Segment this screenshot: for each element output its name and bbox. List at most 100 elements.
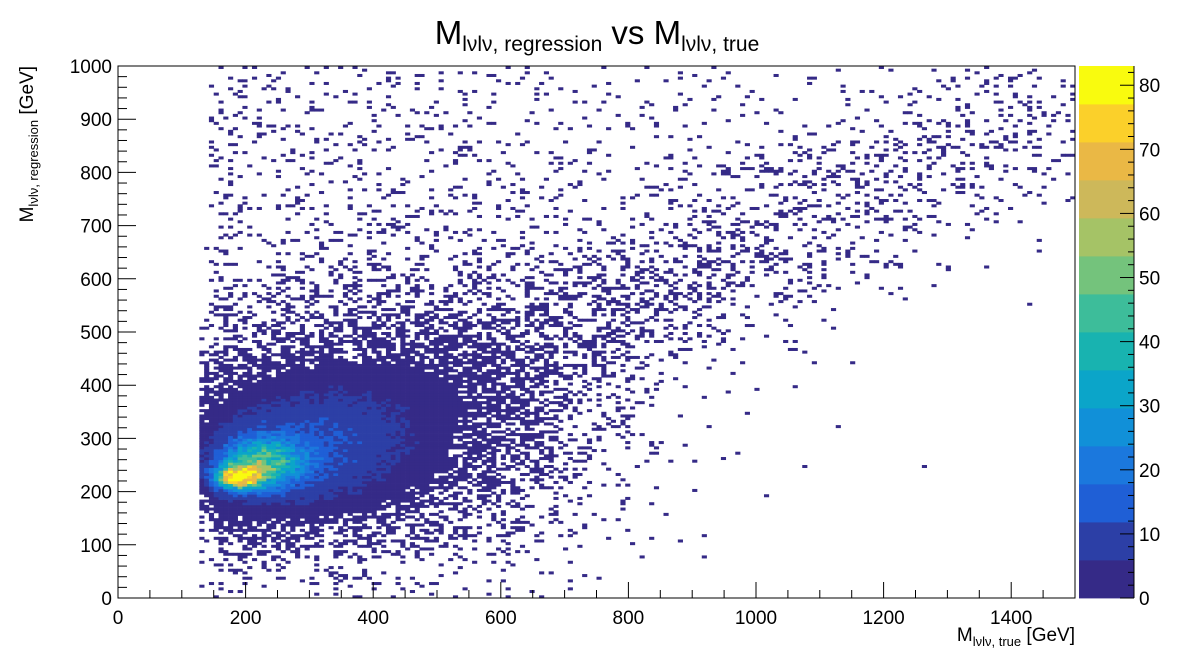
heatmap-bin	[290, 148, 296, 152]
heatmap-bin	[237, 366, 243, 370]
heatmap-bin	[419, 342, 425, 346]
heatmap-bin	[242, 427, 248, 431]
heatmap-bin	[400, 406, 406, 410]
heatmap-bin	[395, 486, 401, 490]
heatmap-bin	[218, 225, 224, 229]
heatmap-bin	[381, 494, 387, 498]
heatmap-bin	[242, 79, 248, 83]
heatmap-bin	[366, 539, 372, 543]
heatmap-bin	[204, 371, 210, 375]
heatmap-bin	[424, 329, 430, 333]
heatmap-bin	[223, 262, 229, 266]
heatmap-bin	[462, 284, 468, 288]
heatmap-bin	[443, 446, 449, 450]
heatmap-bin	[443, 302, 449, 306]
heatmap-bin	[271, 124, 277, 128]
heatmap-bin	[261, 563, 267, 567]
heatmap-bin	[309, 494, 315, 498]
heatmap-bin	[381, 377, 387, 381]
heatmap-bin	[204, 433, 210, 437]
heatmap-bin	[443, 316, 449, 320]
heatmap-bin	[242, 443, 248, 447]
heatmap-bin	[443, 385, 449, 389]
heatmap-bin	[323, 403, 329, 407]
heatmap-bin	[309, 289, 315, 293]
heatmap-bin	[275, 260, 282, 264]
heatmap-bin	[414, 435, 420, 439]
heatmap-bin	[366, 496, 372, 500]
heatmap-bin	[443, 465, 449, 469]
heatmap-bin	[280, 486, 286, 490]
heatmap-bin	[414, 462, 420, 466]
heatmap-bin	[342, 358, 349, 362]
heatmap-bin	[419, 494, 425, 498]
heatmap-bin	[309, 377, 315, 381]
heatmap-bin	[438, 419, 444, 423]
heatmap-bin	[414, 321, 420, 325]
heatmap-bin	[266, 438, 272, 442]
heatmap-bin	[199, 486, 205, 490]
heatmap-bin	[371, 470, 377, 474]
heatmap-bin	[381, 387, 387, 391]
heatmap-bin	[285, 345, 291, 349]
heatmap-bin	[223, 441, 229, 445]
heatmap-bin	[228, 459, 234, 463]
heatmap-bin	[266, 494, 272, 498]
heatmap-bin	[223, 321, 229, 325]
heatmap-bin	[452, 494, 459, 498]
heatmap-bin	[366, 326, 372, 330]
heatmap-bin	[357, 379, 363, 383]
heatmap-bin	[232, 347, 238, 351]
heatmap-bin	[213, 121, 219, 125]
heatmap-bin	[275, 409, 282, 413]
heatmap-bin	[347, 395, 353, 399]
heatmap-bin	[414, 470, 420, 474]
heatmap-bin	[366, 366, 372, 370]
heatmap-bin	[237, 528, 243, 532]
heatmap-bin	[290, 472, 296, 476]
heatmap-bin	[242, 438, 248, 442]
heatmap-bin	[371, 254, 377, 258]
heatmap-bin	[318, 316, 325, 320]
heatmap-bin	[247, 496, 253, 500]
heatmap-bin	[237, 446, 243, 450]
heatmap-bin	[228, 143, 234, 147]
heatmap-bin	[409, 422, 416, 426]
heatmap-bin	[228, 225, 234, 229]
heatmap-bin	[352, 441, 358, 445]
heatmap-bin	[304, 488, 310, 492]
heatmap-bin	[218, 491, 224, 495]
heatmap-bin	[457, 382, 463, 386]
heatmap-bin	[295, 441, 301, 445]
heatmap-bin	[405, 459, 411, 463]
heatmap-bin	[462, 435, 468, 439]
heatmap-bin	[237, 454, 243, 458]
heatmap-bin	[256, 390, 262, 394]
heatmap-bin	[347, 252, 353, 256]
heatmap-bin	[429, 449, 435, 453]
heatmap-bin	[429, 552, 435, 556]
heatmap-bin	[376, 297, 382, 301]
heatmap-bin	[208, 467, 215, 471]
heatmap-bin	[400, 225, 406, 229]
heatmap-bin	[409, 289, 416, 293]
heatmap-bin	[376, 292, 382, 296]
heatmap-bin	[476, 252, 483, 256]
heatmap-bin	[409, 494, 416, 498]
heatmap-bin	[462, 140, 468, 144]
heatmap-bin	[232, 422, 238, 426]
heatmap-bin	[390, 313, 396, 317]
heatmap-bin	[405, 180, 411, 184]
heatmap-bin	[314, 140, 320, 144]
heatmap-bin	[290, 411, 296, 415]
heatmap-bin	[237, 558, 243, 562]
heatmap-bin	[242, 470, 248, 474]
heatmap-bin	[457, 358, 463, 362]
heatmap-bin	[328, 510, 334, 514]
heatmap-bin	[438, 467, 444, 471]
heatmap-bin	[218, 387, 224, 391]
heatmap-bin	[481, 324, 487, 328]
heatmap-bin	[318, 350, 325, 354]
heatmap-bin	[414, 496, 420, 500]
heatmap-bin	[295, 366, 301, 370]
